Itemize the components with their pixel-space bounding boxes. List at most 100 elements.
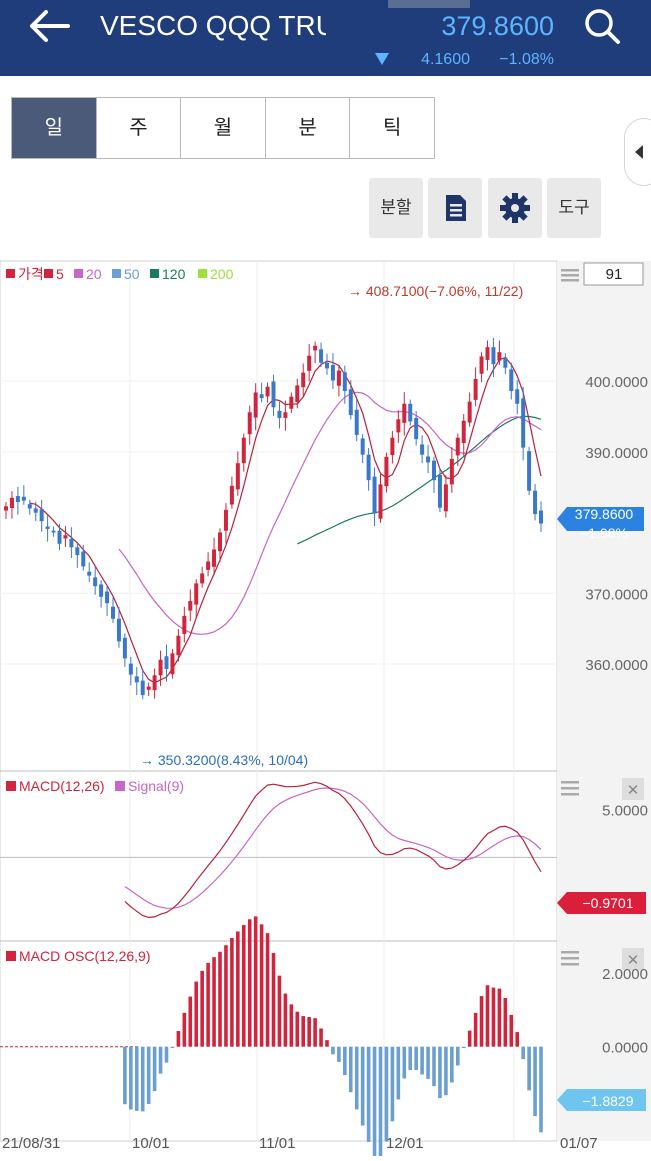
osc-bar: [384, 1046, 389, 1142]
candle-body: [539, 510, 543, 524]
candle-body: [360, 438, 365, 455]
candle-body: [33, 508, 38, 513]
legend-swatch: [150, 269, 159, 278]
candle-body: [63, 535, 68, 539]
candle-body: [69, 538, 74, 548]
legend-label: 20: [86, 266, 102, 282]
osc-bar: [265, 933, 270, 1047]
candle-body: [301, 372, 306, 388]
osc-bar: [224, 945, 228, 1047]
osc-bar: [176, 1031, 181, 1047]
candle-body: [342, 372, 347, 392]
candle-body: [75, 547, 80, 556]
osc-bar: [343, 1046, 347, 1076]
osc-bar: [467, 1030, 472, 1047]
osc-bar: [497, 988, 502, 1047]
settings-button[interactable]: [488, 178, 542, 238]
candle-body: [319, 349, 324, 363]
candle-body: [283, 412, 288, 418]
osc-bar: [408, 1046, 413, 1071]
candle-body: [295, 385, 300, 403]
osc-bar: [271, 953, 276, 1047]
legend-label: 5: [56, 266, 64, 282]
osc-bar: [491, 987, 496, 1047]
osc-bar: [372, 1046, 377, 1160]
osc-bar: [479, 996, 484, 1047]
last-change-label: −1.08%: [580, 525, 628, 541]
osc-bar: [188, 996, 193, 1047]
tools-button[interactable]: 도구: [547, 178, 601, 238]
osc-bar: [259, 924, 264, 1047]
save-button[interactable]: [428, 178, 482, 238]
x-tick-label: 21/08/31: [2, 1135, 60, 1152]
osc-bar: [289, 1004, 294, 1047]
candle-body: [170, 653, 175, 675]
candle-body: [491, 347, 496, 365]
candle-body: [366, 454, 371, 481]
osc-bar: [414, 1046, 418, 1071]
menu-bar: [561, 787, 579, 790]
osc-bar: [366, 1046, 371, 1142]
candle-body: [503, 357, 508, 368]
y-tick-label: 390.0000: [585, 445, 648, 462]
osc-bar: [396, 1046, 401, 1100]
osc-bar: [539, 1046, 543, 1133]
legend-swatch: [44, 269, 53, 278]
osc-bar: [455, 1046, 460, 1066]
y-tick-label: 5.0000: [602, 803, 648, 820]
osc-bar: [485, 985, 490, 1047]
candle-body: [9, 497, 14, 509]
candle-body: [81, 551, 86, 567]
top-bar: VESCO QQQ TRU 379.8600 4.1600 −1.08%: [0, 0, 651, 76]
search-icon[interactable]: [582, 6, 622, 46]
menu-bar: [561, 781, 579, 784]
legend-swatch: [6, 781, 16, 791]
menu-bar: [561, 279, 579, 282]
candle-body: [497, 352, 502, 361]
tab-weekly[interactable]: 주: [96, 98, 182, 158]
osc-bar: [426, 1046, 430, 1079]
chart-area[interactable]: 가격 5 20 50 120 200 91 400.0000 390.0000 370.0000 3…: [0, 258, 651, 1160]
osc-bar: [236, 931, 240, 1047]
legend-label: 50: [124, 266, 140, 282]
close-icon: ✕: [627, 952, 640, 969]
back-arrow-icon[interactable]: [28, 6, 72, 46]
candle-body: [15, 496, 20, 503]
tab-monthly[interactable]: 월: [181, 98, 266, 158]
stock-chart[interactable]: 가격 5 20 50 120 200 91 400.0000 390.0000 370.0000 3…: [0, 258, 651, 1160]
y-tick-label: 0.0000: [602, 1040, 648, 1057]
osc-bar: [194, 981, 199, 1047]
tab-tick[interactable]: 틱: [350, 98, 434, 158]
osc-bar: [129, 1046, 133, 1110]
osc-bar: [301, 1016, 306, 1047]
tab-minute[interactable]: 분: [265, 98, 351, 158]
candle-body: [485, 347, 490, 360]
osc-bar: [444, 1046, 448, 1096]
osc-bar: [360, 1046, 365, 1126]
candle-body: [437, 474, 442, 508]
last-price-tag: [557, 507, 644, 531]
candle-body: [93, 577, 98, 587]
tab-daily[interactable]: 일: [12, 98, 97, 158]
x-tick-label: 11/01: [259, 1135, 295, 1152]
osc-bar: [331, 1046, 335, 1055]
candle-body: [235, 463, 240, 490]
save-file-icon: [446, 195, 466, 221]
x-tick-label: 12/01: [386, 1135, 424, 1152]
candle-body: [57, 530, 62, 544]
candle-body: [128, 663, 133, 675]
candle-body: [443, 484, 448, 512]
split-button[interactable]: 분할: [369, 178, 423, 238]
legend-label: 120: [162, 266, 186, 282]
candle-body: [479, 356, 484, 374]
osc-bar: [438, 1046, 442, 1099]
osc-bar: [212, 957, 216, 1047]
candle-body: [27, 504, 32, 509]
candle-body: [384, 456, 389, 487]
osc-bar: [230, 938, 234, 1047]
candle-body: [354, 409, 359, 435]
side-panel-handle[interactable]: [624, 118, 651, 186]
candle-body: [253, 392, 258, 418]
candle-body: [330, 364, 335, 381]
osc-bar: [533, 1046, 537, 1117]
